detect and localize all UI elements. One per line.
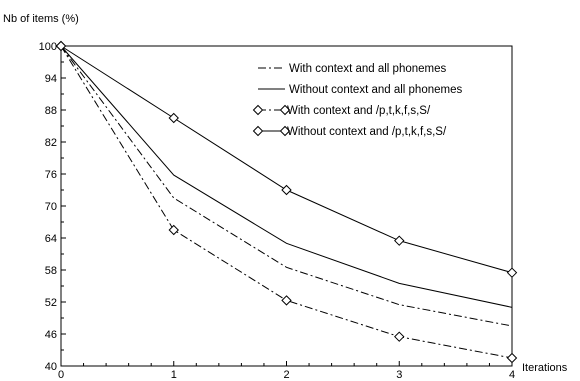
y-tick-label: 58 bbox=[45, 265, 57, 277]
x-tick-label: 3 bbox=[396, 369, 402, 381]
series-4-point bbox=[394, 235, 405, 246]
legend-marker-4 bbox=[252, 125, 264, 137]
y-tick-label: 82 bbox=[45, 137, 57, 149]
y-tick-label: 94 bbox=[45, 73, 57, 85]
y-tick-label: 76 bbox=[45, 169, 57, 181]
series-line-1 bbox=[60, 45, 513, 327]
x-tick-label: 0 bbox=[58, 369, 64, 381]
y-tick-label: 46 bbox=[45, 329, 57, 341]
legend-marker-4 bbox=[279, 125, 291, 137]
y-tick-label: 100 bbox=[39, 41, 57, 53]
series-4-point bbox=[55, 40, 67, 52]
y-tick-label: 52 bbox=[45, 297, 57, 309]
legend-label-1: With context and all phonemes bbox=[289, 63, 447, 75]
legend-label-2: Without context and all phonemes bbox=[289, 84, 462, 96]
y-tick-label: 40 bbox=[45, 361, 57, 373]
x-tick-label: 4 bbox=[509, 369, 515, 381]
series-3-point bbox=[281, 295, 292, 306]
y-tick-label: 88 bbox=[45, 105, 57, 117]
x-tick-label: 2 bbox=[283, 369, 289, 381]
legend-label-4: Without context and /p,t,k,f,s,S/ bbox=[287, 126, 447, 138]
legend-marker-3 bbox=[252, 104, 264, 116]
series-line-2 bbox=[60, 45, 513, 308]
x-tick-label: 1 bbox=[171, 369, 177, 381]
series-3-point bbox=[506, 352, 518, 364]
legend-label-3: With context and /p,t,k,f,s,S/ bbox=[287, 105, 431, 117]
series-4-point bbox=[506, 267, 518, 278]
series-line-4 bbox=[60, 45, 513, 274]
series-4-point bbox=[168, 112, 179, 124]
y-tick-label: 70 bbox=[45, 201, 57, 213]
y-tick-label: 64 bbox=[45, 233, 57, 245]
x-axis-title: Iterations bbox=[522, 362, 568, 374]
series-3-point bbox=[394, 331, 405, 342]
series-4-point bbox=[281, 184, 292, 196]
series-3-point bbox=[168, 224, 179, 236]
y-axis-title: Nb of items (%) bbox=[3, 13, 79, 25]
legend-marker-3 bbox=[279, 104, 291, 116]
